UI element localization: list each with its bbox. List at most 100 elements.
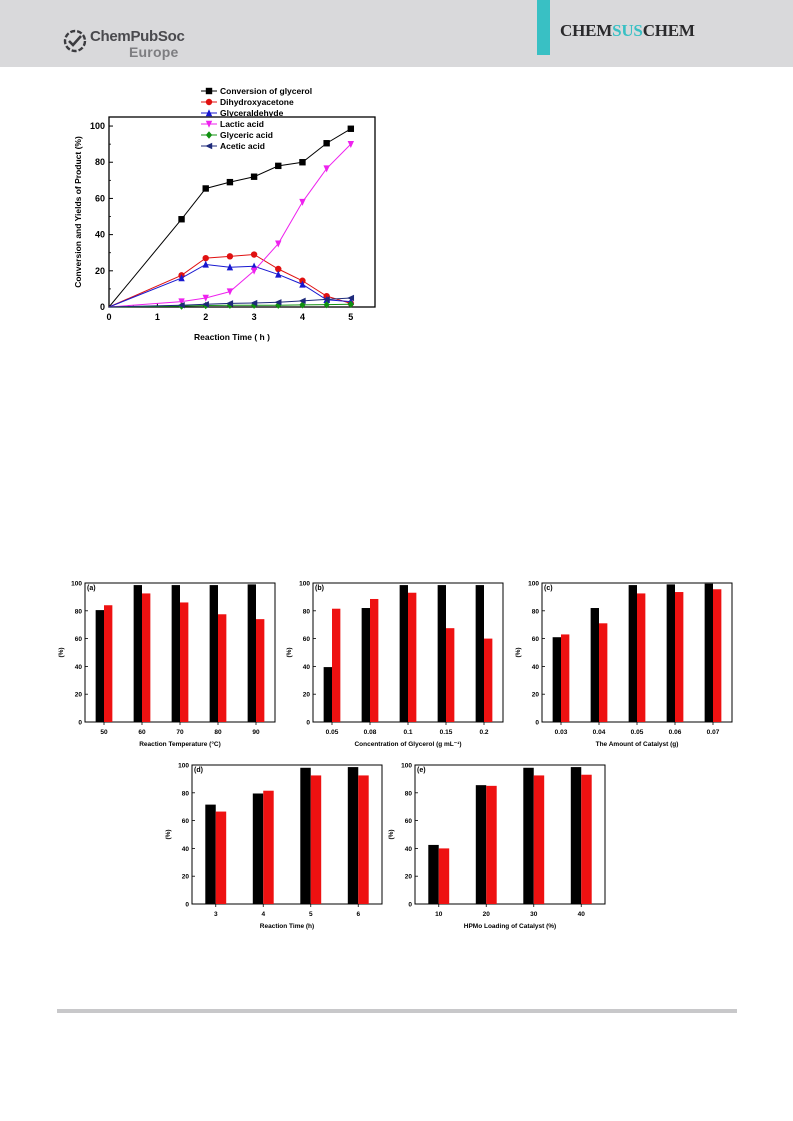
data-point <box>226 301 234 309</box>
bar <box>252 793 264 904</box>
data-point <box>322 296 330 303</box>
bar <box>446 628 455 722</box>
bar <box>263 790 274 904</box>
bar <box>552 637 561 722</box>
bar <box>399 585 408 722</box>
bar-chart-a: (a) 0 20 40 60 80 100 (%) 50 60 70 80 90 Reaction Tem… <box>58 581 276 748</box>
data-point <box>201 301 209 308</box>
bar <box>171 585 180 722</box>
publisher-logo: ChemPubSoc Europe <box>62 24 202 60</box>
x-tick-label: 90 <box>252 729 260 736</box>
x-tick-label: 0.15 <box>440 729 453 736</box>
y-tick-label: 40 <box>182 846 190 853</box>
y-tick-label: 20 <box>182 874 190 881</box>
legend-marker <box>205 131 213 139</box>
data-point <box>202 294 209 302</box>
data-point <box>275 265 282 273</box>
panel-label: (e) <box>417 767 426 774</box>
data-point <box>178 298 185 306</box>
y-tick-label: 100 <box>299 581 310 588</box>
data-point <box>177 301 185 309</box>
x-tick-label: 0.08 <box>364 729 377 736</box>
x-axis-label: Reaction Time ( h ) <box>194 332 270 342</box>
y-tick-label: 60 <box>95 193 105 203</box>
data-point <box>323 300 330 309</box>
y-tick-label: 40 <box>405 846 413 853</box>
y-tick-label: 0 <box>535 720 539 727</box>
bar <box>666 584 675 722</box>
x-tick-label: 0.05 <box>326 729 339 736</box>
y-tick-label: 80 <box>75 608 83 615</box>
data-point <box>178 216 185 223</box>
data-point <box>226 178 234 186</box>
data-point <box>323 165 330 173</box>
y-axis-label: (%) <box>515 647 522 657</box>
x-tick-label: 0.07 <box>707 729 720 736</box>
panel-label: (a) <box>87 585 96 592</box>
legend-entry: Conversion of glycerol <box>220 86 312 96</box>
y-tick-label: 20 <box>75 692 83 699</box>
panel-label: (c) <box>544 585 553 592</box>
footer-rule <box>57 1009 737 1013</box>
x-tick-label: 3 <box>252 312 257 322</box>
bar <box>247 584 256 722</box>
y-tick-label: 0 <box>408 902 412 909</box>
panel-label: (b) <box>315 585 324 592</box>
x-tick-label: 4 <box>261 911 265 918</box>
data-point <box>299 280 306 288</box>
bar <box>218 614 227 722</box>
data-point <box>250 173 258 180</box>
x-tick-label: 0.05 <box>631 729 644 736</box>
bar-chart-c: (c) 0 20 40 60 80 100 (%) 0.03 0.04 0.05 0.06 0.07 Th… <box>515 581 733 748</box>
y-tick-label: 80 <box>405 790 413 797</box>
y-tick-label: 20 <box>405 874 413 881</box>
y-tick-label: 0 <box>306 720 310 727</box>
data-point <box>178 274 185 282</box>
x-tick-label: 0.2 <box>479 729 488 736</box>
panel-label: (d) <box>194 767 203 774</box>
x-tick-label: 0.1 <box>403 729 412 736</box>
data-point <box>275 270 282 278</box>
journal-logo-part: CHEM <box>642 21 695 40</box>
bar <box>561 634 570 722</box>
y-tick-label: 80 <box>532 608 540 615</box>
bar <box>142 593 151 722</box>
data-point <box>347 140 355 148</box>
y-tick-label: 80 <box>182 790 190 797</box>
bar <box>428 844 439 904</box>
x-axis-label: Reaction Temperature (°C) <box>139 740 221 748</box>
bar <box>95 610 104 722</box>
data-point <box>226 300 234 307</box>
y-tick-label: 40 <box>303 664 311 671</box>
journal-logo: CHEMSUSCHEM <box>560 21 695 41</box>
y-tick-label: 40 <box>532 664 540 671</box>
data-point <box>250 299 258 307</box>
y-tick-label: 80 <box>95 157 105 167</box>
data-point <box>226 253 234 260</box>
data-point <box>250 267 258 275</box>
x-axis-label: Concentration of Glycerol (g mL⁻¹) <box>354 741 461 748</box>
bar <box>570 767 582 904</box>
x-axis-label: The Amount of Catalyst (g) <box>596 741 679 748</box>
y-axis-label: (%) <box>388 829 395 839</box>
bar <box>209 585 218 722</box>
x-tick-label: 0.04 <box>593 729 606 736</box>
data-point <box>347 125 355 132</box>
y-tick-label: 60 <box>303 636 311 643</box>
bar-chart-d: (d) 0 20 40 60 80 100 (%) 3 4 5 6 Reaction Time (h) <box>165 763 383 930</box>
x-axis-label: HPMo Loading of Catalyst (%) <box>464 923 556 930</box>
x-tick-label: 40 <box>578 911 586 918</box>
bar <box>133 585 142 722</box>
x-tick-label: 0 <box>106 312 111 322</box>
data-point <box>347 300 355 308</box>
legend-entry: Lactic acid <box>220 119 264 129</box>
bar <box>523 767 534 904</box>
y-tick-label: 60 <box>532 636 540 643</box>
bar <box>637 593 646 722</box>
data-point <box>298 297 306 305</box>
data-point <box>274 299 282 306</box>
x-tick-label: 6 <box>356 911 360 918</box>
bar <box>484 638 493 722</box>
x-tick-label: 2 <box>203 312 208 322</box>
y-tick-label: 20 <box>303 692 311 699</box>
